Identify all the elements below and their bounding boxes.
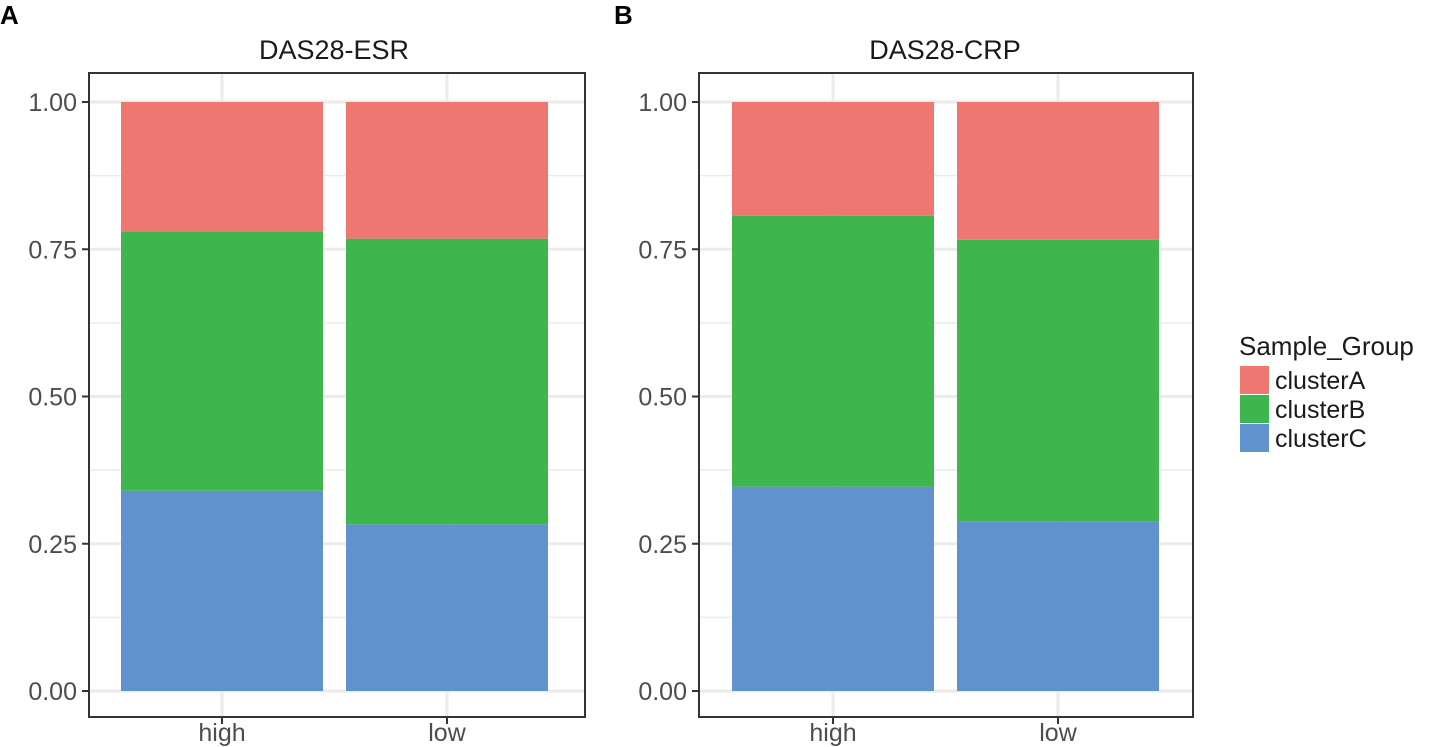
y-tick-label: 0.75 <box>28 236 77 264</box>
legend-key-clusterC <box>1240 424 1269 452</box>
panel-a-title: DAS28-ESR <box>259 35 409 65</box>
panel-a: A DAS28-ESR 0.00 0.25 0.50 0.75 1.00 high low <box>0 0 586 747</box>
y-tick-label: 0.50 <box>638 384 687 412</box>
y-tick-label: 0.50 <box>28 384 77 412</box>
bar-low-clusterB <box>957 239 1159 522</box>
bar-low-clusterA <box>346 102 548 239</box>
bar-low-clusterC <box>346 524 548 691</box>
bar-high-clusterB <box>121 231 323 491</box>
panel-b-y-axis: 0.00 0.25 0.50 0.75 1.00 <box>638 89 699 706</box>
legend-label-clusterA: clusterA <box>1275 367 1366 395</box>
legend-key-clusterB <box>1240 395 1269 423</box>
panel-a-y-axis: 0.00 0.25 0.50 0.75 1.00 <box>28 89 89 706</box>
bar-low-clusterB <box>346 238 548 525</box>
y-tick-label: 1.00 <box>638 89 687 117</box>
x-tick-label-low: low <box>428 719 466 747</box>
legend-title: Sample_Group <box>1239 331 1414 361</box>
panel-b-bars <box>732 102 1159 691</box>
panel-b-letter: B <box>614 0 633 30</box>
y-tick-label: 0.25 <box>638 531 687 559</box>
bar-high-clusterA <box>732 102 934 216</box>
bar-low-clusterA <box>957 102 1159 240</box>
bar-low-clusterC <box>957 521 1159 691</box>
bar-high-clusterC <box>121 490 323 691</box>
legend-key-clusterA <box>1240 366 1269 394</box>
y-tick-label: 0.00 <box>638 678 687 706</box>
y-tick-label: 1.00 <box>28 89 77 117</box>
panel-a-bars <box>121 102 548 691</box>
bar-high-clusterC <box>732 486 934 691</box>
x-tick-label-high: high <box>198 719 245 747</box>
panel-b-frame <box>698 72 1194 718</box>
y-tick-label: 0.00 <box>28 678 77 706</box>
bar-high-clusterB <box>732 215 934 487</box>
y-tick-label: 0.75 <box>638 236 687 264</box>
panel-b-title: DAS28-CRP <box>869 35 1021 65</box>
panel-a-x-axis: high low <box>198 717 467 747</box>
panel-b: B DAS28-CRP 0.00 0.25 0.50 0.75 1.00 high low <box>614 0 1194 747</box>
x-tick-label-high: high <box>809 719 856 747</box>
legend-label-clusterC: clusterC <box>1275 425 1367 453</box>
y-tick-label: 0.25 <box>28 531 77 559</box>
panel-a-letter: A <box>0 0 19 30</box>
panel-a-frame <box>88 72 586 718</box>
panel-b-x-axis: high low <box>809 717 1078 747</box>
legend-label-clusterB: clusterB <box>1275 396 1365 424</box>
x-tick-label-low: low <box>1039 719 1077 747</box>
bar-high-clusterA <box>121 102 323 232</box>
